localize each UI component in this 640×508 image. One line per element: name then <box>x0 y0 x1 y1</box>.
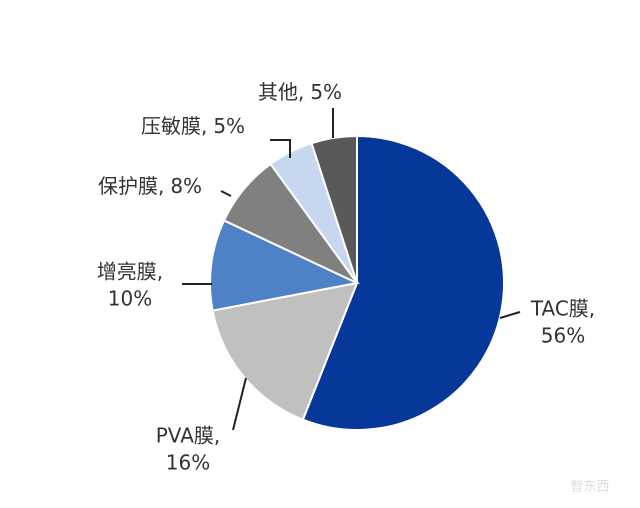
leader-line <box>499 311 521 319</box>
value-label: 8% <box>170 174 202 198</box>
category-label: TAC膜, <box>530 297 595 321</box>
pie-slice <box>310 134 358 284</box>
value-label: 10% <box>108 287 152 311</box>
category-label: 保护膜, <box>98 174 164 198</box>
value-label: 5% <box>310 80 342 104</box>
category-label: 压敏膜, <box>141 114 207 138</box>
category-label: PVA膜, <box>156 424 221 448</box>
slice-label: 其他, 5% <box>258 80 342 104</box>
value-label: 5% <box>213 114 245 138</box>
slice-label: 压敏膜, 5% <box>141 114 245 138</box>
leader-line <box>270 139 291 158</box>
category-label: 增亮膜, <box>97 260 163 284</box>
value-label: 56% <box>541 324 585 348</box>
category-label: 其他, <box>258 80 304 104</box>
slice-label: 保护膜, 8% <box>98 174 202 198</box>
value-label: 16% <box>166 451 210 475</box>
watermark: 智东西 <box>570 480 609 495</box>
pie-slice <box>209 219 361 312</box>
leader-line <box>220 190 232 197</box>
pie-slice <box>301 134 505 431</box>
leader-line <box>232 377 247 431</box>
pie-slice <box>211 281 359 421</box>
